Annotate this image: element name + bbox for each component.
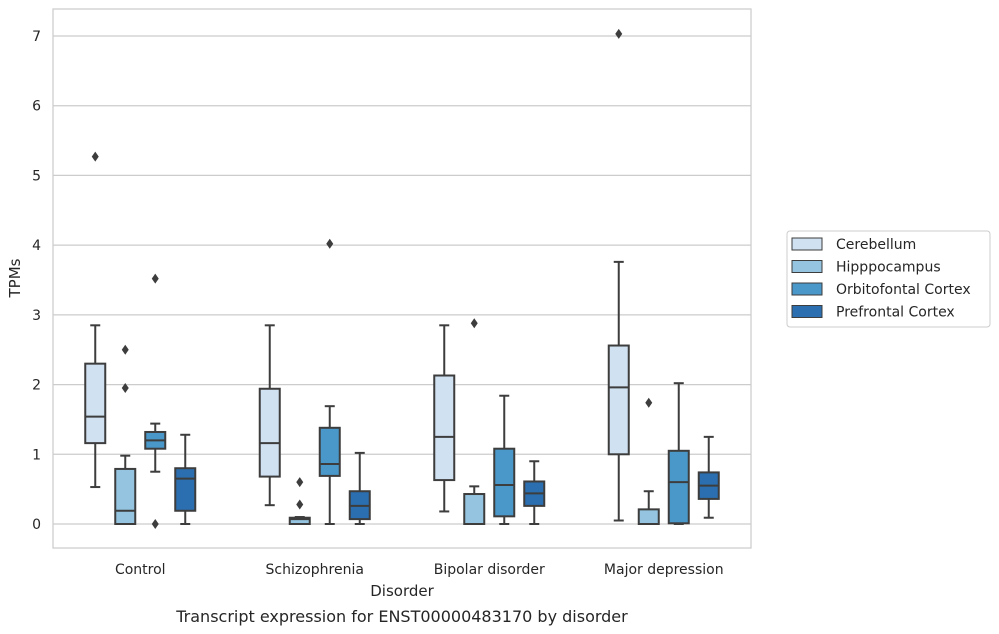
legend-frame (786, 230, 991, 328)
box-hipppocampus-0 (114, 344, 137, 526)
box-iqr (174, 467, 197, 512)
boxes-layer (84, 28, 720, 529)
plot-area-frame (52, 8, 752, 549)
box-iqr (433, 374, 456, 482)
y-axis-title: TPMs (6, 258, 24, 298)
legend-swatch (791, 237, 823, 251)
outlier-point (121, 344, 129, 355)
x-axis-title: Disorder (370, 582, 434, 600)
legend-swatch (791, 282, 823, 296)
box-cerebellum-2 (433, 324, 456, 513)
outlier-point (151, 273, 159, 284)
box-orbitofontal-cortex-2 (493, 394, 516, 525)
box-prefrontal-cortex-0 (174, 433, 197, 525)
gridlines (53, 35, 751, 525)
chart-caption: Transcript expression for ENST0000048317… (175, 607, 628, 626)
box-prefrontal-cortex-1 (348, 451, 371, 525)
y-tick-label: 4 (32, 238, 41, 254)
box-prefrontal-cortex-2 (523, 460, 546, 525)
box-iqr (258, 387, 281, 478)
legend: Cerebellum Hipppocampus Orbitofontal Corte… (786, 230, 991, 328)
box-iqr (667, 449, 690, 525)
y-tick-label: 6 (32, 99, 41, 115)
box-orbitofontal-cortex-0 (144, 273, 167, 529)
y-tick-label: 5 (32, 168, 41, 184)
y-axis-ticks: 0 1 2 3 4 5 6 7 (32, 29, 41, 533)
box-cerebellum-0 (84, 151, 107, 489)
x-tick-label: Schizophrenia (266, 562, 364, 578)
box-iqr (463, 493, 486, 525)
x-tick-label: Control (115, 562, 166, 578)
x-axis-ticks: Control Schizophrenia Bipolar disorder Majo… (115, 562, 724, 578)
legend-label: Cerebellum (836, 237, 916, 253)
outlier-point (91, 151, 99, 162)
box-orbitofontal-cortex-3 (667, 382, 690, 525)
legend-label: Hipppocampus (836, 260, 941, 276)
y-tick-label: 3 (32, 308, 41, 324)
legend-swatch (791, 305, 823, 318)
outlier-point (326, 238, 334, 249)
box-hipppocampus-3 (637, 397, 660, 525)
box-iqr (607, 344, 630, 456)
outlier-point (615, 28, 623, 39)
legend-label: Orbitofontal Cortex (836, 282, 971, 298)
box-orbitofontal-cortex-1 (318, 238, 341, 525)
outlier-point (645, 397, 653, 408)
x-tick-label: Bipolar disorder (434, 562, 545, 578)
y-tick-label: 2 (32, 378, 41, 394)
box-iqr (637, 508, 660, 525)
outlier-point (296, 477, 304, 488)
legend-swatch (791, 260, 823, 273)
outlier-point (121, 383, 129, 394)
legend-label: Prefrontal Cortex (836, 305, 955, 321)
y-tick-label: 7 (32, 29, 41, 45)
box-hipppocampus-1 (288, 477, 311, 525)
box-iqr (288, 516, 311, 525)
y-tick-label: 1 (32, 447, 41, 463)
outlier-point (151, 519, 159, 529)
box-hipppocampus-2 (463, 318, 486, 525)
box-iqr (493, 447, 516, 518)
outlier-point (296, 499, 304, 510)
outlier-point (470, 318, 478, 329)
box-cerebellum-3 (607, 28, 630, 522)
box-iqr (84, 362, 107, 445)
y-tick-label: 0 (32, 517, 41, 533)
box-prefrontal-cortex-3 (697, 435, 720, 519)
box-iqr (318, 426, 341, 477)
box-cerebellum-1 (258, 324, 281, 507)
x-tick-label: Major depression (604, 562, 724, 578)
box-iqr (114, 467, 137, 526)
